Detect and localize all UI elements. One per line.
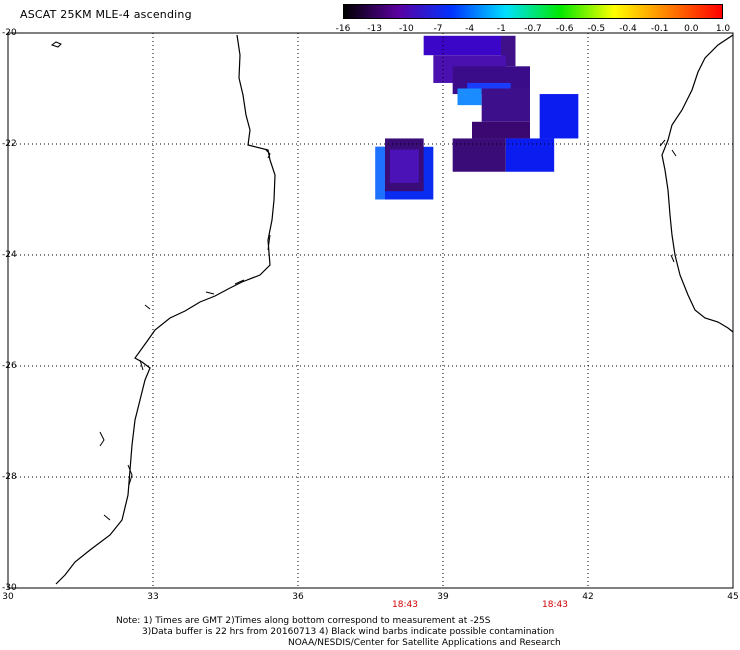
color-scale-label: -7 <box>433 24 443 34</box>
latitude-tick-label: -20 <box>2 28 17 38</box>
longitude-tick-label: 39 <box>437 592 449 602</box>
coastline-madagascar-detail <box>659 139 677 263</box>
time-label-1: 18:43 <box>392 600 418 610</box>
longitude-tick-label: 33 <box>147 592 159 602</box>
note-line-2: 3)Data buffer is 22 hrs from 20160713 4)… <box>142 627 555 637</box>
color-scale-label: -0.4 <box>619 24 637 34</box>
wind-data-cell <box>375 146 385 200</box>
latitude-tick-label: -30 <box>2 583 17 593</box>
time-label-2: 18:43 <box>542 600 568 610</box>
latitude-tick-label: -24 <box>2 250 17 260</box>
color-scale-label: 0.0 <box>684 24 699 34</box>
coastline-africa <box>55 34 276 585</box>
latitude-tick-label: -22 <box>2 139 17 149</box>
map-title: ASCAT 25KM MLE-4 ascending <box>20 8 192 21</box>
note-line-3: NOAA/NESDIS/Center for Satellite Applica… <box>288 638 561 648</box>
color-scale-label: 1.0 <box>715 24 731 34</box>
island-small <box>50 41 62 48</box>
color-scale-label: -13 <box>367 24 383 34</box>
grid-lines <box>7 32 734 589</box>
wind-data-cell <box>472 121 530 139</box>
color-scale-bar <box>343 4 723 19</box>
longitude-tick-label: 36 <box>292 592 304 602</box>
wind-data-cell <box>467 82 511 89</box>
color-scale-label: -0.5 <box>587 24 606 34</box>
wind-data-cell <box>423 35 501 56</box>
longitude-tick-label: 30 <box>2 592 14 602</box>
latitude-tick-label: -28 <box>2 472 17 482</box>
color-scale-label: -10 <box>398 24 414 34</box>
longitude-tick-label: 42 <box>582 592 594 602</box>
data-cells <box>375 35 579 200</box>
color-scale-label: -0.6 <box>555 24 574 34</box>
color-scale-label: -0.1 <box>650 24 669 34</box>
longitude-tick-label: 45 <box>727 592 739 602</box>
wind-data-cell <box>389 149 419 183</box>
color-scale-label: -0.7 <box>524 24 542 34</box>
wind-data-cell <box>481 88 530 122</box>
note-line-1: Note: 1) Times are GMT 2)Times along bot… <box>116 616 491 626</box>
color-scale-label: -4 <box>465 24 475 34</box>
wind-data-cell <box>457 88 482 106</box>
wind-data-cell <box>505 138 555 172</box>
wind-data-cell <box>539 94 579 139</box>
wind-data-cell <box>452 138 506 172</box>
color-scale-label: -1 <box>496 24 506 34</box>
coastline-madagascar <box>661 34 734 333</box>
color-scale-label: -16 <box>335 24 351 34</box>
coastline-africa-detail <box>99 149 271 521</box>
latitude-tick-label: -26 <box>2 361 17 371</box>
map-frame <box>7 32 734 589</box>
